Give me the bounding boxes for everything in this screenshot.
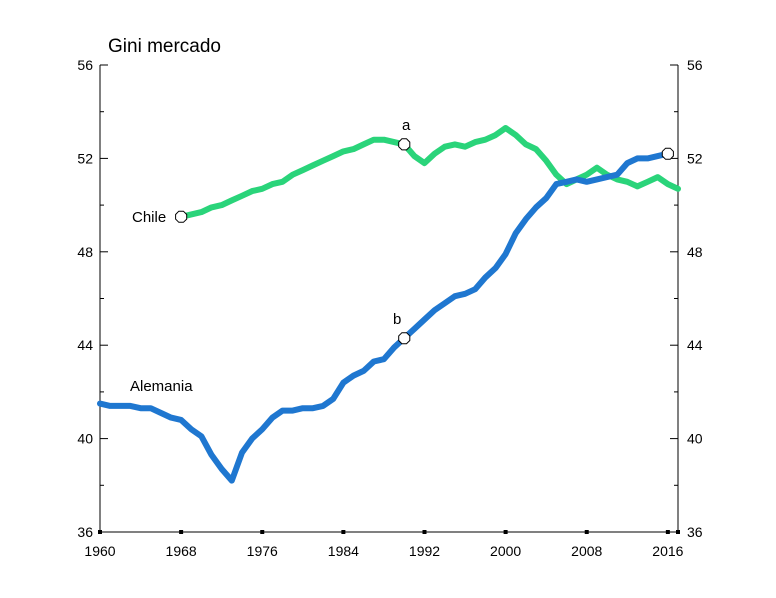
y-tick-label-left: 44 (77, 337, 93, 353)
x-tick-label: 1968 (166, 543, 197, 559)
x-axis-end-mark (676, 530, 680, 534)
x-tick-mark (260, 530, 265, 534)
y-tick-label-left: 40 (77, 431, 93, 447)
x-tick-label: 1976 (247, 543, 278, 559)
y-tick-label-right: 48 (687, 244, 703, 260)
y-tick-label-left: 56 (77, 57, 93, 73)
series-labels: Chile Alemania (130, 209, 193, 395)
annotation-a: a (402, 117, 411, 134)
y-tick-label-left: 36 (77, 524, 93, 540)
x-tick-label: 2016 (652, 543, 683, 559)
data-marker (398, 332, 411, 345)
series-lines (97, 125, 681, 484)
series-line-alemania (97, 150, 671, 484)
y-tick-label-left: 48 (77, 244, 93, 260)
x-tick-mark (584, 530, 589, 534)
x-tick-label: 1984 (328, 543, 359, 559)
data-marker (175, 210, 188, 223)
markers (175, 138, 674, 345)
x-tick-mark (665, 530, 670, 534)
x-tick-mark (341, 530, 346, 534)
y-tick-label-right: 52 (687, 150, 703, 166)
y-tick-label-right: 44 (687, 337, 703, 353)
x-tick-mark (98, 530, 102, 534)
x-tick-label: 1992 (409, 543, 440, 559)
y-tick-label-right: 40 (687, 431, 703, 447)
annotation-b: b (393, 311, 401, 328)
y-tick-label-right: 36 (687, 524, 703, 540)
data-marker (398, 138, 411, 151)
x-tick-mark (179, 530, 184, 534)
data-marker (661, 147, 674, 160)
y-tick-label-left: 52 (77, 150, 93, 166)
series-label-chile: Chile (132, 209, 166, 226)
axes: 36 36 40 40 44 44 48 48 52 52 56 56 1960 1968 1976 1984… (77, 57, 702, 559)
x-tick-label: 2008 (571, 543, 602, 559)
x-tick-mark (503, 530, 508, 534)
series-label-alemania: Alemania (130, 378, 193, 395)
chart-title: Gini mercado (108, 36, 221, 57)
y-tick-label-right: 56 (687, 57, 703, 73)
x-tick-label: 1960 (84, 543, 115, 559)
x-tick-label: 2000 (490, 543, 521, 559)
annotations: a b (393, 117, 411, 328)
x-tick-mark (422, 530, 427, 534)
series-line-chile (178, 125, 681, 220)
